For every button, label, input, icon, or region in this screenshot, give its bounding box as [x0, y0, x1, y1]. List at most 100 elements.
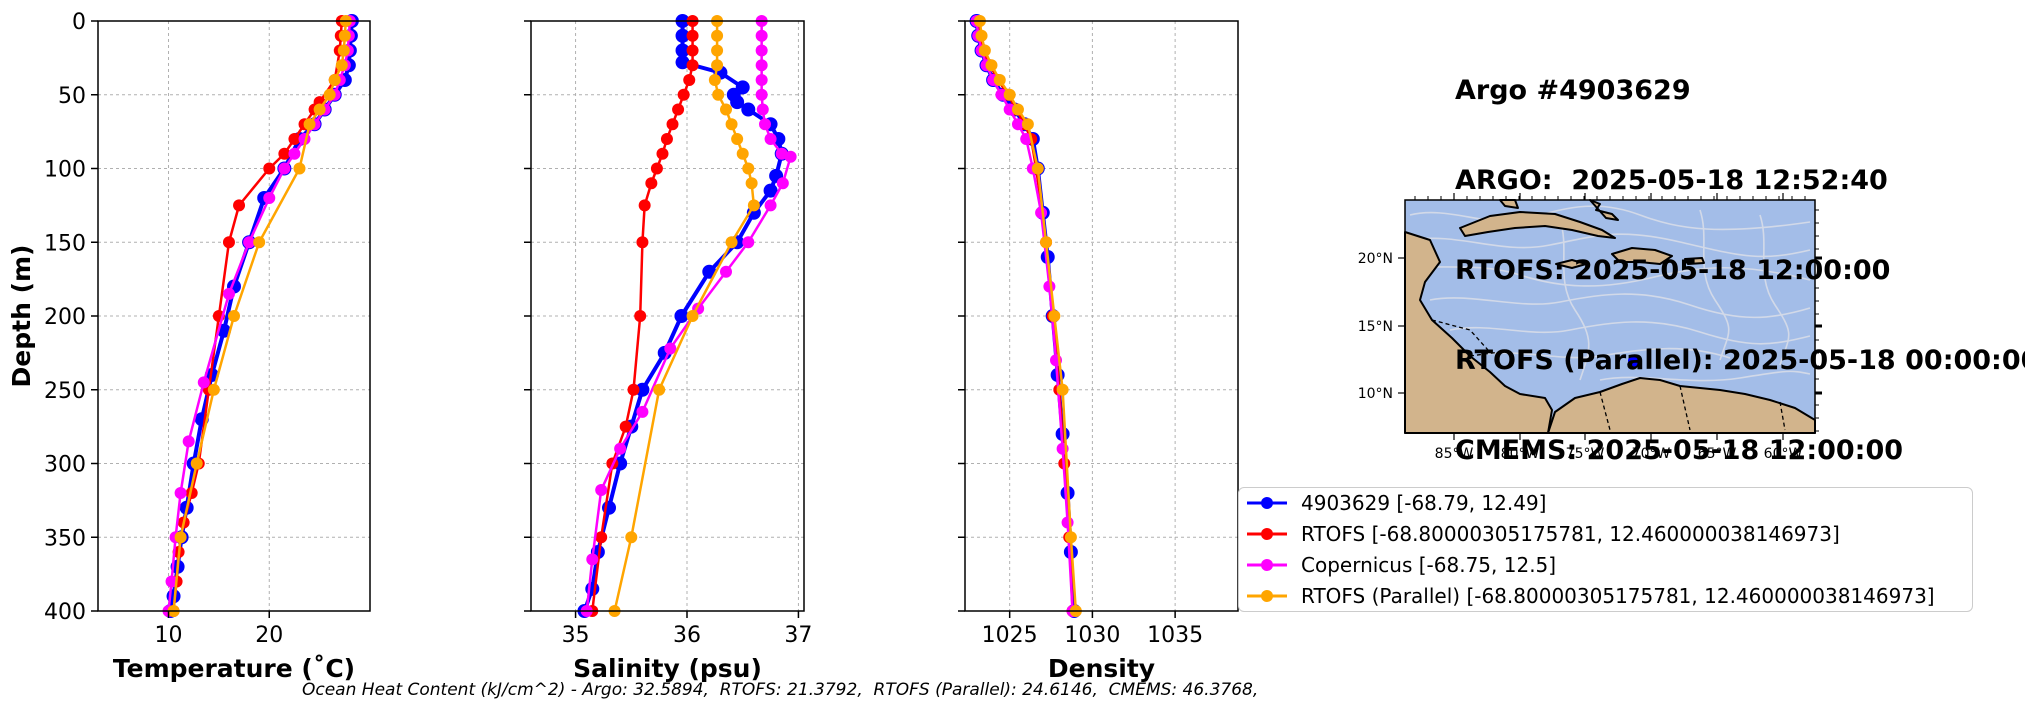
y-tick-label: 150	[44, 231, 86, 256]
data-point-parallel	[337, 44, 350, 57]
data-point-copernicus	[755, 59, 768, 72]
data-point-argo	[741, 102, 756, 117]
series-copernicus	[580, 15, 797, 617]
map-y-tick-label: 10°N	[1358, 386, 1393, 402]
data-point-parallel	[711, 59, 724, 72]
data-point-copernicus	[222, 287, 235, 300]
data-point-rtofs	[595, 531, 608, 544]
data-point-parallel	[711, 44, 724, 57]
y-axis-label: Depth (m)	[7, 245, 36, 388]
x-tick-label: 36	[673, 623, 701, 648]
data-point-parallel	[328, 74, 341, 86]
map-y-tick-label: 15°N	[1358, 319, 1393, 335]
legend-label-copernicus: Copernicus [-68.75, 12.5]	[1301, 553, 1557, 577]
data-point-copernicus	[182, 435, 195, 448]
y-tick-label: 250	[44, 379, 86, 404]
legend-entry-rtofs: RTOFS [-68.80000305175781, 12.4600000381…	[1247, 519, 1840, 549]
legend-swatch-rtofs	[1247, 528, 1287, 540]
salinity-panel: 35 36 37 Salinity (psu)	[524, 14, 812, 683]
data-point-parallel	[747, 199, 760, 212]
data-point-rtofs	[288, 133, 301, 145]
data-point-parallel	[174, 531, 187, 544]
data-point-parallel	[1003, 88, 1016, 101]
inset-map: 85°W 80°W 75°W 70°W 65°W 60°W 20°N 15°N 10°N	[1358, 193, 1822, 462]
data-point-rtofs	[686, 29, 699, 42]
data-point-parallel	[207, 383, 220, 396]
map-x-tick-label: 65°W	[1698, 446, 1737, 462]
x-axis-label: Temperature (˚C)	[113, 654, 355, 683]
data-point-copernicus	[595, 484, 608, 497]
figure-title: Argo #4903629 ARGO: 2025-05-18 12:52:40 …	[1455, 16, 2025, 496]
data-point-parallel	[228, 310, 240, 322]
data-point-rtofs	[660, 133, 673, 145]
map-x-tick-label: 85°W	[1435, 446, 1474, 462]
data-point-copernicus	[755, 44, 768, 57]
data-point-rtofs	[619, 420, 632, 433]
density-panel: 1025 1030 1035 Density	[958, 14, 1239, 683]
y-tick-label: 50	[58, 84, 86, 109]
data-point-argo	[675, 28, 690, 43]
temperature-panel: 10 20050100150200250300350400Temperature …	[7, 10, 371, 683]
data-point-parallel	[736, 147, 749, 160]
data-point-copernicus	[278, 162, 291, 175]
data-point-copernicus	[1061, 516, 1074, 529]
data-point-copernicus	[755, 74, 768, 86]
data-point-copernicus	[764, 199, 777, 212]
data-point-rtofs	[677, 88, 690, 101]
data-point-copernicus	[263, 192, 276, 204]
series-parallel	[608, 15, 760, 617]
data-point-copernicus	[720, 265, 732, 278]
data-point-copernicus	[174, 487, 187, 499]
map-x-tick-label: 70°W	[1632, 446, 1671, 462]
data-point-rtofs	[666, 118, 679, 131]
data-point-rtofs	[686, 59, 699, 72]
data-point-parallel	[335, 59, 348, 72]
legend-swatch-copernicus	[1247, 559, 1287, 571]
data-point-copernicus	[1003, 103, 1016, 116]
legend-entry-parallel: RTOFS (Parallel) [-68.80000305175781, 12…	[1247, 581, 1935, 611]
map-borders	[1431, 319, 1786, 431]
data-point-copernicus	[776, 177, 789, 190]
data-point-rtofs	[656, 147, 669, 160]
data-point-copernicus	[1011, 118, 1024, 131]
data-point-parallel	[711, 29, 724, 42]
data-point-parallel	[1056, 383, 1069, 396]
data-point-parallel	[742, 162, 755, 175]
data-point-parallel	[1011, 103, 1024, 116]
data-point-copernicus	[636, 405, 649, 418]
y-tick-label: 100	[44, 158, 86, 183]
data-point-copernicus	[755, 88, 768, 101]
legend-swatch-parallel	[1247, 590, 1287, 602]
series-line-copernicus	[975, 20, 1074, 612]
data-point-parallel	[708, 74, 721, 86]
series-parallel	[973, 15, 1082, 617]
x-tick-label: 10	[155, 623, 183, 648]
data-point-copernicus	[614, 442, 627, 455]
legend-label-argo: 4903629 [-68.79, 12.49]	[1301, 491, 1547, 515]
title-line-parallel-time: RTOFS (Parallel): 2025-05-18 00:00:00	[1455, 345, 2025, 376]
data-point-parallel	[745, 177, 758, 190]
data-point-parallel	[975, 29, 988, 42]
data-point-rtofs	[222, 236, 235, 249]
data-point-parallel	[1048, 310, 1061, 322]
data-point-rtofs	[672, 103, 685, 116]
data-point-argo	[674, 309, 689, 323]
y-tick-label: 200	[44, 305, 86, 330]
data-point-rtofs	[627, 383, 640, 396]
x-tick-label: 37	[784, 623, 812, 648]
legend: 4903629 [-68.79, 12.49] RTOFS [-68.80000…	[1238, 487, 1973, 612]
data-point-copernicus	[764, 133, 777, 145]
data-point-copernicus	[742, 236, 755, 249]
data-point-parallel	[731, 133, 744, 145]
legend-swatch-argo	[1247, 497, 1287, 509]
data-point-parallel	[303, 118, 316, 131]
data-point-parallel	[725, 236, 738, 249]
data-point-parallel	[190, 457, 203, 470]
x-tick-label: 1030	[1064, 623, 1120, 648]
legend-entry-copernicus: Copernicus [-68.75, 12.5]	[1247, 550, 1556, 580]
data-point-parallel	[338, 29, 351, 42]
data-point-parallel	[253, 236, 266, 249]
map-x-tick-label: 60°W	[1764, 446, 1803, 462]
data-point-rtofs	[263, 162, 276, 175]
